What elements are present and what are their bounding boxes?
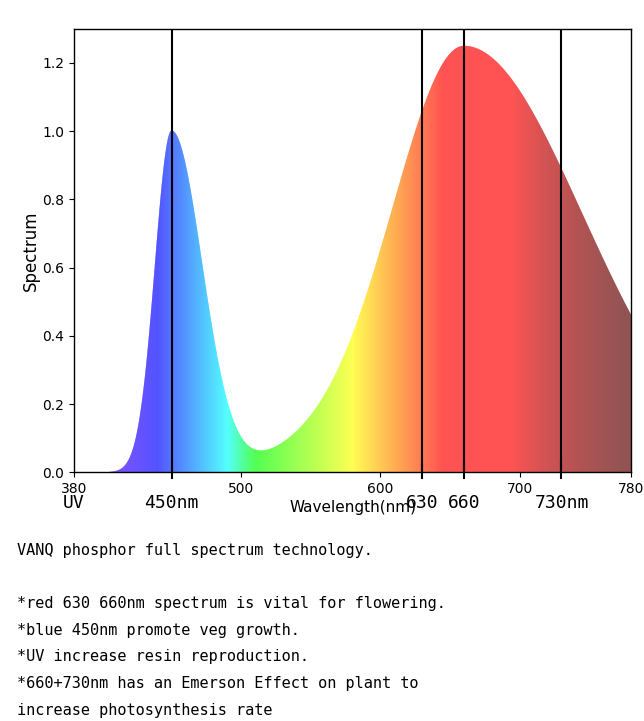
- X-axis label: Wavelength(nm): Wavelength(nm): [289, 500, 416, 515]
- Text: 660: 660: [448, 494, 480, 512]
- Text: increase photosynthesis rate: increase photosynthesis rate: [17, 702, 272, 717]
- Y-axis label: Spectrum: Spectrum: [21, 211, 39, 291]
- Text: 730nm: 730nm: [535, 494, 589, 512]
- Text: *UV increase resin reproduction.: *UV increase resin reproduction.: [17, 650, 309, 664]
- Text: *red 630 660nm spectrum is vital for flowering.: *red 630 660nm spectrum is vital for flo…: [17, 596, 446, 611]
- Text: UV: UV: [63, 494, 85, 512]
- Text: VANQ phosphor full spectrum technology.: VANQ phosphor full spectrum technology.: [17, 543, 373, 557]
- Text: *660+730nm has an Emerson Effect on plant to: *660+730nm has an Emerson Effect on plan…: [17, 676, 419, 691]
- Text: 450nm: 450nm: [144, 494, 199, 512]
- Text: *blue 450nm promote veg growth.: *blue 450nm promote veg growth.: [17, 623, 300, 637]
- Text: 630: 630: [406, 494, 439, 512]
